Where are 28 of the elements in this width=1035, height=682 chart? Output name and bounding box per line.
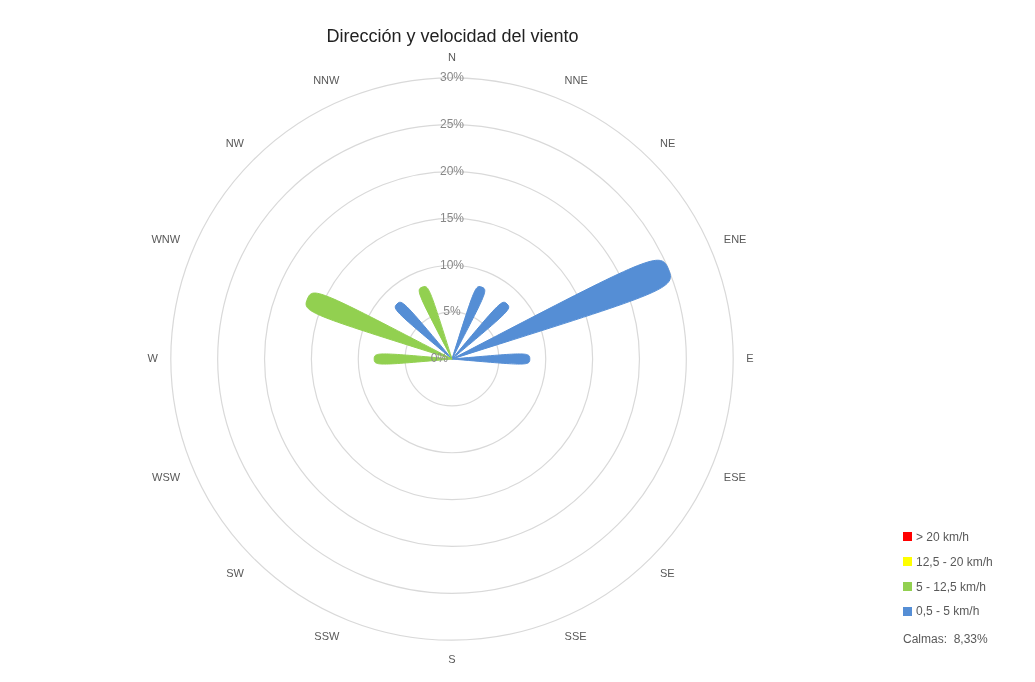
spoke-label: ENE <box>723 232 747 245</box>
spoke-label: SW <box>226 566 245 579</box>
y-tick-label: 20% <box>439 163 465 178</box>
y-tick-label: 30% <box>439 70 465 85</box>
spoke-label: S <box>448 652 456 665</box>
spoke-label: NNE <box>564 73 588 86</box>
legend-label: > 20 km/h <box>916 529 970 544</box>
spoke-label: W <box>147 352 159 365</box>
spoke-label: SSW <box>314 630 341 643</box>
spoke-label: SE <box>660 566 675 579</box>
spoke-label: SSE <box>564 630 587 643</box>
spoke-label: WSW <box>152 471 181 484</box>
text: Calmas: 8,33% <box>903 631 989 649</box>
legend-label: 0,5 - 5 km/h <box>916 604 980 619</box>
y-tick-label: 10% <box>439 257 465 272</box>
legend-label: 12,5 - 20 km/h <box>916 554 993 569</box>
legend-label: 5 - 12,5 km/h <box>916 579 987 594</box>
spoke-label: NE <box>660 137 676 150</box>
spoke-label: NW <box>225 137 245 150</box>
spoke-label: ESE <box>723 471 746 484</box>
y-tick-label: 15% <box>439 210 465 225</box>
spoke-label: N <box>448 51 457 64</box>
y-tick-label: 5% <box>443 304 461 319</box>
spoke-label: NNW <box>313 73 341 86</box>
spoke-label: E <box>746 352 754 365</box>
y-tick-label: 25% <box>439 116 465 131</box>
spoke-label: WNW <box>151 232 181 245</box>
chart-title: Dirección y velocidad del viento <box>326 25 579 46</box>
